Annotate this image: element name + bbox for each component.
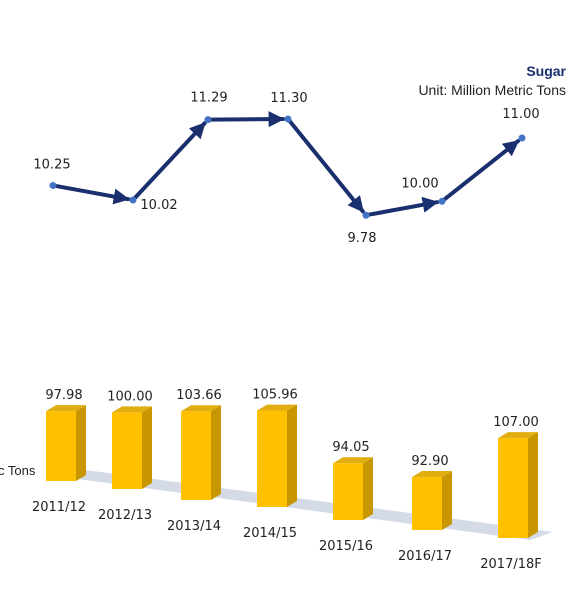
line-point bbox=[362, 211, 370, 219]
category-label: 2013/14 bbox=[167, 519, 221, 534]
labels-layer: 97.98 2011/12 100.00 2012/13 103.66 2013/14 10… bbox=[32, 91, 542, 572]
bar-side bbox=[442, 471, 452, 530]
category-label: 2017/18F bbox=[480, 557, 541, 572]
line-value-label: 10.00 bbox=[401, 176, 438, 191]
bar-side bbox=[142, 406, 152, 489]
bar-front bbox=[46, 411, 76, 481]
line-segment bbox=[206, 111, 286, 128]
line-segment bbox=[131, 121, 207, 203]
bars-layer bbox=[46, 404, 538, 538]
bar-value-label: 92.90 bbox=[411, 454, 448, 469]
bar-value-label: 97.98 bbox=[45, 388, 82, 403]
bar-2014-15 bbox=[257, 404, 297, 507]
bar-top bbox=[412, 471, 452, 478]
bar-side bbox=[211, 405, 221, 500]
bar-2016-17 bbox=[412, 471, 452, 530]
line-point bbox=[518, 134, 526, 142]
line-value-label: 11.30 bbox=[270, 91, 307, 106]
bar-side bbox=[287, 404, 297, 507]
category-label: 2016/17 bbox=[398, 549, 452, 564]
bar-value-label: 94.05 bbox=[332, 440, 369, 455]
bar-front bbox=[333, 463, 363, 520]
bar-2013-14 bbox=[181, 405, 221, 500]
bar-top bbox=[257, 404, 297, 411]
bar-value-label: 105.96 bbox=[252, 388, 298, 403]
bar-value-label: 107.00 bbox=[493, 415, 539, 430]
bar-2017-18F bbox=[498, 432, 538, 538]
chart-unit: Unit: Million Metric Tons bbox=[418, 82, 566, 98]
bar-value-label: 100.00 bbox=[107, 389, 153, 404]
line-point bbox=[284, 115, 292, 123]
category-label: 2015/16 bbox=[319, 539, 373, 554]
bar-2015-16 bbox=[333, 457, 373, 520]
bar-2011-12 bbox=[46, 405, 86, 481]
line-segment bbox=[51, 183, 131, 205]
bar-side bbox=[76, 405, 86, 481]
line-point bbox=[129, 196, 137, 204]
line-point bbox=[204, 116, 212, 124]
bar-top bbox=[498, 432, 538, 439]
line-value-label: 9.78 bbox=[348, 231, 377, 246]
bar-front bbox=[498, 438, 528, 538]
line-segment bbox=[440, 139, 521, 204]
category-label: 2012/13 bbox=[98, 508, 152, 523]
bar-front bbox=[181, 411, 211, 500]
line-value-label: 10.25 bbox=[33, 157, 70, 172]
line-point bbox=[438, 197, 446, 205]
bar-top bbox=[112, 406, 152, 413]
line-point bbox=[49, 181, 57, 189]
line-layer bbox=[49, 111, 526, 219]
bar-front bbox=[112, 412, 142, 489]
bar-front bbox=[412, 477, 442, 530]
line-value-label: 10.02 bbox=[140, 198, 177, 213]
line-value-label: 11.00 bbox=[502, 107, 539, 122]
line-segment bbox=[286, 117, 365, 214]
bar-top bbox=[46, 405, 86, 412]
line-value-label: 11.29 bbox=[190, 91, 227, 106]
bar-side bbox=[363, 457, 373, 520]
side-axis-label: c Tons bbox=[0, 463, 36, 478]
bar-top bbox=[333, 457, 373, 464]
bar-value-label: 103.66 bbox=[176, 388, 222, 403]
bar-side bbox=[528, 432, 538, 538]
bar-2012-13 bbox=[112, 406, 152, 489]
category-label: 2014/15 bbox=[243, 526, 297, 541]
bar-front bbox=[257, 410, 287, 507]
chart-title: Sugar bbox=[526, 63, 566, 79]
bar-top bbox=[181, 405, 221, 412]
category-label: 2011/12 bbox=[32, 500, 86, 515]
line-segment bbox=[364, 196, 440, 218]
